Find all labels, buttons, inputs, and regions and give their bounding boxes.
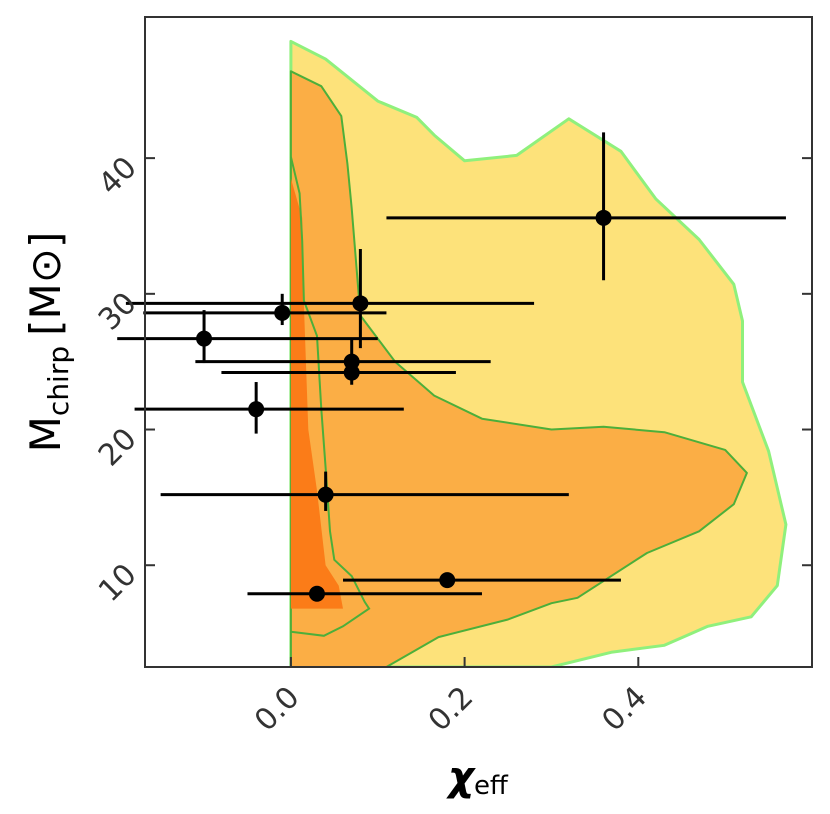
- x-tick-label: 0.4: [595, 680, 653, 738]
- y-axis-label-subscript: chirp: [42, 346, 75, 416]
- data-point: [352, 295, 369, 312]
- data-point: [343, 364, 360, 381]
- region-inner: [290, 178, 343, 609]
- data-point: [439, 572, 456, 589]
- y-axis-label-main: M: [21, 416, 70, 452]
- contour-lines: [289, 156, 371, 637]
- data-point: [308, 585, 325, 602]
- y-tick-label: 30: [92, 286, 144, 338]
- contour-line-1: [289, 156, 371, 637]
- data-point: [317, 486, 334, 503]
- data-point: [595, 209, 612, 226]
- data-point: [248, 401, 265, 418]
- x-tick-label: 0.2: [422, 680, 480, 738]
- x-axis-label-subscript: eff: [474, 771, 509, 801]
- x-axis-ticks: 0.0 0.2 0.4: [248, 657, 654, 738]
- x-tick-label: 0.0: [248, 680, 306, 738]
- data-point: [274, 304, 291, 321]
- y-tick-label: 10: [92, 557, 144, 609]
- plot-frame: [144, 16, 813, 668]
- density-regions: [289, 39, 788, 667]
- y-axis-label-unit: [M⊙]: [21, 232, 70, 336]
- data-point: [196, 330, 213, 347]
- y-tick-label: 40: [92, 150, 144, 202]
- region-middle: [289, 70, 748, 667]
- data-points: [196, 209, 612, 602]
- x-axis-label: χeff: [446, 754, 509, 801]
- x-axis-label-main: χ: [446, 754, 476, 800]
- y-tick-label: 20: [92, 422, 144, 474]
- y-axis-label: Mchirp [M⊙]: [21, 232, 75, 453]
